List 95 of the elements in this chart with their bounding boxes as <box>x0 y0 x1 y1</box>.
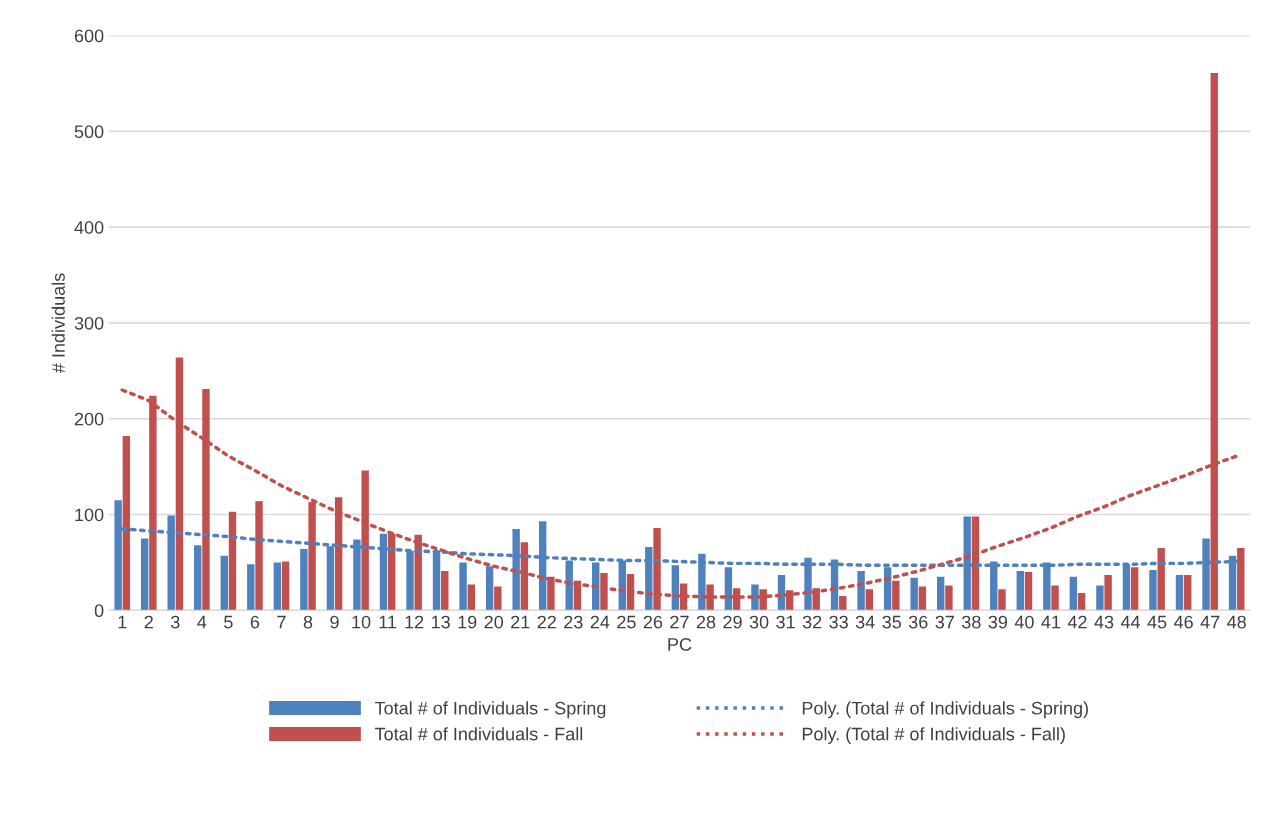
bar <box>1096 585 1104 611</box>
x-tick-label: 48 <box>1227 615 1246 629</box>
x-tick-label: 5 <box>224 615 233 629</box>
bar <box>865 589 874 611</box>
bar <box>1016 571 1024 611</box>
bar <box>247 564 255 611</box>
x-tick-label: 22 <box>537 615 556 629</box>
x-tick-label: 40 <box>1014 615 1034 629</box>
bar <box>1175 574 1184 611</box>
x-tick-label: 42 <box>1067 615 1087 629</box>
y-tick-label: 0 <box>94 604 104 618</box>
x-tick-label: 32 <box>802 615 822 629</box>
x-tick-label: 33 <box>829 615 848 629</box>
x-tick-label: 11 <box>379 615 397 629</box>
bar <box>892 580 900 611</box>
x-tick-label: 6 <box>250 615 260 629</box>
bar <box>1104 574 1112 611</box>
x-tick-label: 7 <box>277 615 286 629</box>
y-tick-label: 500 <box>74 125 104 139</box>
x-tick-label: 46 <box>1173 615 1193 629</box>
x-tick-label: 19 <box>458 615 477 629</box>
x-tick-label: 13 <box>431 615 450 629</box>
x-tick-label: 20 <box>484 615 504 629</box>
x-tick-label: 37 <box>935 615 954 629</box>
bar <box>910 577 918 611</box>
x-tick-label: 3 <box>170 615 180 629</box>
x-tick-label: 38 <box>961 615 981 629</box>
bar <box>441 571 449 611</box>
bar <box>220 555 228 611</box>
x-tick-label: 29 <box>723 615 742 629</box>
bar <box>140 538 149 611</box>
bar <box>945 585 953 611</box>
x-tick-label: 39 <box>988 615 1008 629</box>
x-tick-label: 28 <box>696 615 716 629</box>
x-tick-label: 45 <box>1147 615 1167 629</box>
x-tick-label: 35 <box>882 615 902 629</box>
y-tick-label: 400 <box>74 221 104 234</box>
bar <box>459 562 467 611</box>
bar <box>485 566 494 611</box>
x-tick-label: 43 <box>1094 615 1114 629</box>
x-tick-label: 8 <box>303 615 313 629</box>
bar <box>273 562 282 611</box>
bar <box>1157 548 1165 611</box>
x-tick-label: 12 <box>405 615 424 629</box>
x-tick-label: 4 <box>197 615 207 629</box>
x-tick-label: 36 <box>908 615 928 629</box>
bar <box>936 576 945 611</box>
bar <box>1077 593 1086 611</box>
x-tick-label: 34 <box>855 615 875 629</box>
x-axis-title: PC <box>668 638 692 651</box>
bar <box>839 595 847 611</box>
bar <box>724 567 733 611</box>
bar <box>1149 570 1157 611</box>
x-tick-label: 44 <box>1120 615 1141 629</box>
bar <box>122 435 131 611</box>
x-tick-label: 10 <box>352 615 371 629</box>
legend-label: Total # of Individuals - Fall <box>374 727 583 741</box>
legend-label: Total # of Individuals - Spring <box>374 701 606 719</box>
bar <box>1069 576 1078 611</box>
legend-label: Poly. (Total # of Individuals - Fall) <box>802 727 1065 744</box>
x-tick-label: 2 <box>144 615 153 629</box>
bar <box>1184 574 1192 611</box>
x-tick-label: 9 <box>330 615 339 629</box>
x-tick-label: 41 <box>1041 615 1061 629</box>
x-tick-label: 27 <box>670 615 689 629</box>
bar <box>281 561 290 611</box>
x-tick-label: 1 <box>118 615 127 629</box>
y-tick-label: 200 <box>74 412 104 426</box>
y-axis-title: # Individuals <box>51 273 65 374</box>
x-tick-label: 24 <box>590 615 610 629</box>
bar <box>255 501 263 611</box>
y-tick-label: 300 <box>74 316 104 330</box>
legend-label: Poly. (Total # of Individuals - Spring) <box>802 701 1088 719</box>
bar <box>194 545 202 611</box>
x-tick-label: 25 <box>617 615 636 629</box>
bar <box>494 586 502 611</box>
x-tick-label: 23 <box>564 615 583 629</box>
x-tick-label: 31 <box>776 615 795 629</box>
bar <box>1051 585 1059 611</box>
x-tick-label: 21 <box>511 615 530 629</box>
bar <box>1237 548 1245 611</box>
bar <box>228 511 237 611</box>
bar <box>857 571 865 611</box>
x-tick-label: 26 <box>643 615 663 629</box>
y-tick-label: 600 <box>74 29 104 43</box>
y-tick-label: 100 <box>75 508 104 522</box>
bar <box>998 589 1006 611</box>
bar <box>1130 567 1139 611</box>
bar <box>300 549 308 611</box>
bar <box>1024 572 1033 611</box>
bar <box>751 584 759 611</box>
x-tick-label: 47 <box>1200 615 1220 629</box>
bar <box>467 584 475 611</box>
bar <box>918 586 927 611</box>
x-tick-label: 30 <box>749 615 769 629</box>
